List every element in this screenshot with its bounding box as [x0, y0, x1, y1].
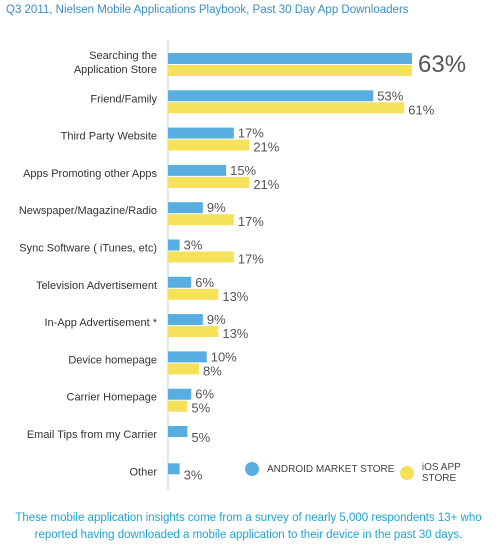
bar-android: [168, 351, 207, 363]
legend-swatch-ios: [400, 466, 414, 480]
data-label-android: 15%: [230, 163, 256, 178]
data-label-android: 53%: [377, 88, 403, 103]
chart-title: Q3 2011, Nielsen Mobile Applications Pla…: [6, 4, 409, 16]
legend-label-android: ANDROID MARKET STORE: [267, 463, 395, 475]
data-label-android: 9%: [207, 200, 226, 215]
category-label: In-App Advertisement *: [44, 317, 157, 329]
bar-ios: [168, 176, 250, 188]
category-label: Apps Promoting other Apps: [23, 168, 157, 180]
data-label: 3%: [184, 467, 203, 482]
data-label-android: 17%: [238, 126, 264, 141]
data-label-ios: 17%: [238, 252, 264, 267]
data-label-ios: 21%: [253, 177, 279, 192]
legend-item-android: ANDROID MARKET STORE: [245, 462, 394, 476]
legend-label-ios: iOS APP STORE: [421, 462, 461, 484]
data-label-android: 3%: [184, 238, 203, 253]
bar-ios: [168, 139, 250, 151]
bar-android: [168, 202, 203, 214]
bar-ios: [168, 288, 219, 300]
data-label-ios: 5%: [191, 401, 210, 416]
category-label: Sync Software ( iTunes, etc): [19, 243, 157, 255]
legend-item-ios: iOS APP STORE: [400, 462, 497, 484]
bar-ios: [168, 102, 405, 114]
category-label: Device homepage: [68, 354, 157, 366]
data-label-android: 6%: [195, 275, 214, 290]
bar-android: [168, 239, 180, 251]
data-label-ios: 13%: [222, 289, 248, 304]
chart-plot: Searching the Application Store 63% Friend/…: [19, 40, 466, 490]
category-label: Carrier Homepage: [67, 392, 157, 404]
bar-android: [168, 53, 412, 64]
data-label: 5%: [191, 430, 210, 445]
bar-android: [168, 426, 188, 437]
bar-android: [168, 314, 203, 326]
data-label-ios: 13%: [222, 326, 248, 341]
bar-android: [168, 388, 192, 400]
bar-ios: [168, 363, 199, 375]
bar-android: [168, 90, 374, 102]
bar-android: [168, 127, 234, 139]
data-label-ios: 21%: [253, 140, 279, 155]
data-label-android: 9%: [207, 312, 226, 327]
data-label-ios: 8%: [203, 363, 222, 378]
data-label-combined: 63%: [418, 51, 466, 78]
category-label: Other: [129, 466, 157, 478]
footnote: These mobile application insights come f…: [15, 512, 482, 541]
category-label: Newspaper/Magazine/Radio: [19, 205, 157, 217]
bar-ios: [168, 400, 188, 412]
category-label: Searching the Application Store: [74, 50, 157, 76]
bar-android: [168, 276, 192, 288]
bar-ios: [168, 326, 219, 338]
data-label-android: 6%: [195, 387, 214, 402]
category-label: Third Party Website: [61, 131, 157, 143]
bar-ios: [168, 214, 234, 226]
category-label: Friend/Family: [90, 93, 157, 105]
bar-android: [168, 463, 180, 475]
bar-ios: [168, 251, 234, 263]
bar-ios: [168, 65, 412, 76]
bar-android: [168, 164, 227, 176]
data-label-android: 10%: [211, 349, 237, 364]
category-label: Email Tips from my Carrier: [27, 429, 158, 441]
category-label: Television Advertisement: [36, 280, 157, 292]
data-label-ios: 61%: [408, 102, 434, 117]
legend-swatch-android: [245, 462, 259, 476]
data-label-ios: 17%: [238, 214, 264, 229]
